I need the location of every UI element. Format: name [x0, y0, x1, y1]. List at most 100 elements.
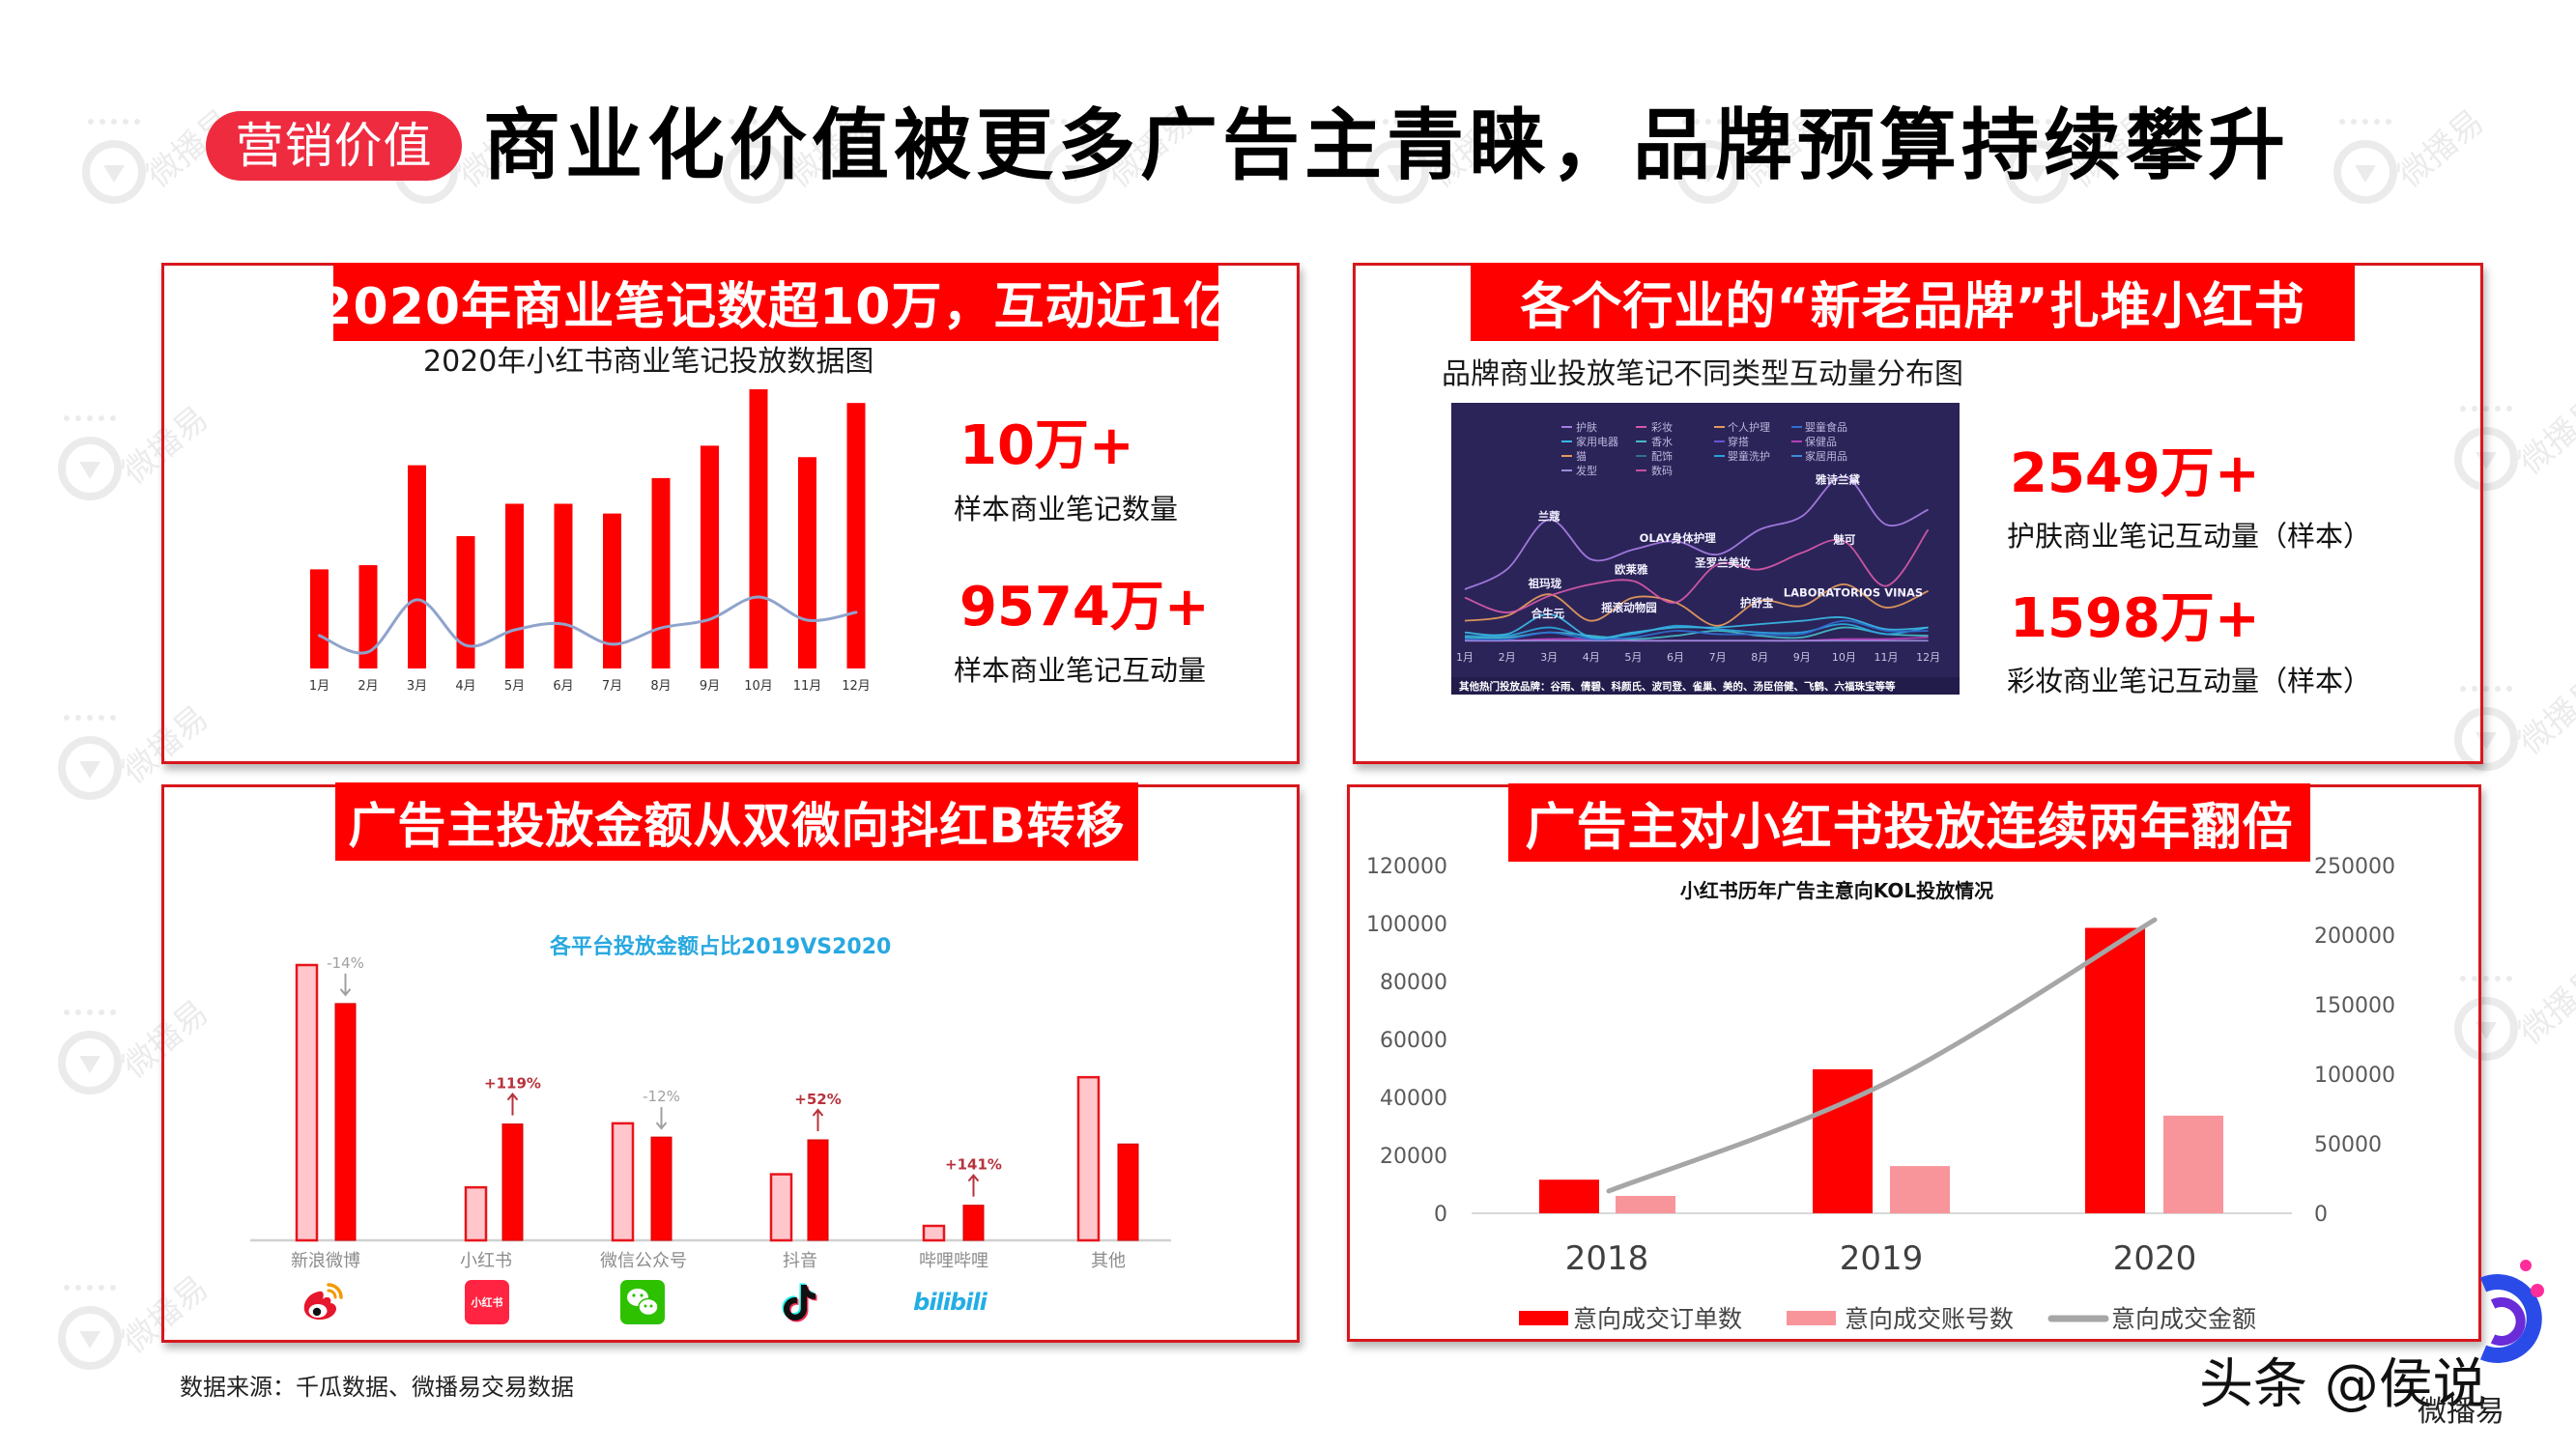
panel-kol-spend: 广告主对小红书投放连续两年翻倍 0 20000 40000 60000 80000 100…	[1347, 783, 2481, 1342]
bar-2019	[1076, 1075, 1101, 1242]
watermark-dots-icon	[2339, 119, 2391, 132]
bar-2020	[807, 1139, 829, 1241]
y-right-tick-label: 0	[2314, 1203, 2328, 1227]
y-left-tick-label: 80000	[1380, 971, 1447, 995]
chart-title: 2020年小红书商业笔记投放数据图	[423, 345, 874, 379]
brand-annotation: 雅诗兰黛	[1815, 473, 1860, 487]
douyin-icon	[782, 1283, 817, 1322]
stat-notes-count-label: 样本商业笔记数量	[954, 493, 1179, 526]
stat-makeup-value: 1598万+	[2010, 587, 2260, 650]
x-axis-label: 5月	[504, 679, 525, 694]
watermark-ring-icon	[58, 437, 122, 500]
bar-orders	[1813, 1068, 1873, 1213]
bar	[798, 457, 816, 668]
brand-annotation: 圣罗兰美妆	[1694, 556, 1751, 570]
stat-notes-interaction-label: 样本商业笔记互动量	[954, 654, 1207, 687]
watermark-dots-icon	[64, 1009, 116, 1023]
x-axis-label: 其他	[1091, 1251, 1126, 1271]
legend-label: 发型	[1576, 464, 1597, 477]
y-left-tick-label: 120000	[1366, 855, 1447, 879]
change-label: -12%	[643, 1088, 680, 1105]
bar-2020	[334, 1003, 357, 1241]
x-axis-label: 1月	[309, 679, 329, 694]
chart-title: 小红书历年广告主意向KOL投放情况	[1680, 879, 1993, 902]
bar-2019	[295, 963, 319, 1242]
watermark-dots-icon	[64, 415, 116, 429]
x-axis-label: 6月	[553, 679, 573, 694]
legend-label: 意向成交订单数	[1573, 1305, 1742, 1333]
bar-2020	[1117, 1143, 1139, 1241]
brand-annotation: 护舒宝	[1740, 596, 1774, 610]
series-line	[1464, 619, 1929, 640]
panel-banner: 各个行业的“新老品牌”扎堆小红书	[1471, 263, 2355, 341]
xiaohongshu-icon: 小红书	[465, 1280, 509, 1324]
bar-orders	[1539, 1179, 1599, 1213]
panel-banner: 广告主投放金额从双微向抖红B转移	[335, 782, 1138, 861]
legend-label: 意向成交账号数	[1845, 1305, 2014, 1333]
legend-label: 婴童食品	[1805, 420, 1847, 434]
bar-2019	[922, 1224, 946, 1242]
legend-label: 意向成交金额	[2111, 1305, 2256, 1333]
y-left-tick-label: 40000	[1380, 1087, 1447, 1111]
bar	[651, 477, 671, 668]
watermark-text: 微播易	[2511, 389, 2576, 483]
panel-platform-spend: 广告主投放金额从双微向抖红B转移 各平台投放金额占比2019VS2020 新浪微…	[161, 782, 1300, 1343]
x-axis-label: 4月	[455, 679, 475, 694]
bar	[456, 536, 475, 668]
bar	[408, 465, 426, 668]
x-axis-label: 2020	[2113, 1239, 2197, 1278]
bar-2020	[962, 1205, 985, 1241]
bar	[701, 445, 719, 668]
brand-annotation: LABORATORIOS VINAS	[1784, 585, 1923, 599]
bar	[846, 403, 866, 668]
chart-title: 品牌商业投放笔记不同类型互动量分布图	[1442, 357, 1963, 391]
x-axis-label: 3月	[1540, 651, 1558, 664]
bar	[749, 389, 768, 668]
wechat-icon	[620, 1280, 665, 1324]
stat-skincare-value: 2549万+	[2010, 442, 2260, 505]
kol-spend-combo-chart: 0 20000 40000 60000 80000 100000 120000 0 50000 1…	[1366, 855, 2395, 1333]
watermark-dots-icon	[64, 1285, 116, 1298]
section-tag: 营销价值	[206, 111, 462, 181]
bar-2019	[611, 1122, 635, 1242]
legend-label: 个人护理	[1728, 420, 1770, 434]
brand-annotation: 兰蔻	[1538, 510, 1560, 524]
watermark-dots-icon	[88, 119, 140, 132]
y-left-tick-label: 20000	[1380, 1145, 1447, 1169]
bar	[505, 503, 524, 668]
arrow-head-icon	[655, 1122, 668, 1130]
x-axis-label: 抖音	[783, 1251, 817, 1271]
x-axis-label: 7月	[1709, 651, 1727, 664]
x-axis-label: 4月	[1583, 651, 1600, 664]
brand-annotation: 摇滚动物园	[1601, 601, 1657, 614]
legend-label: 配饰	[1651, 449, 1673, 463]
x-axis-label: 哔哩哔哩	[919, 1251, 988, 1271]
monthly-notes-bar-chart: 1月 2月 3月 4月 5月 6月 7月 8月 9月 10月 11月 12月	[309, 389, 871, 694]
footnote-strip	[1451, 677, 1960, 695]
bar	[310, 569, 329, 668]
x-axis-label: 5月	[1624, 651, 1642, 664]
watermark-ring-icon	[58, 1306, 122, 1370]
legend-label: 穿搭	[1728, 435, 1749, 448]
y-right-tick-label: 150000	[2314, 994, 2395, 1018]
legend-label: 婴童洗护	[1728, 449, 1770, 463]
legend-label: 护肤	[1576, 420, 1597, 434]
author-watermark: 头条 @侯说	[2199, 1353, 2487, 1416]
brand-annotation: 祖玛珑	[1528, 577, 1562, 590]
change-label: -14%	[327, 954, 364, 972]
y-right-tick-label: 50000	[2314, 1133, 2382, 1157]
y-left-tick-label: 60000	[1380, 1029, 1447, 1053]
arrow-head-icon	[967, 1174, 980, 1182]
arrow-head-icon	[812, 1108, 824, 1117]
brand-annotation: 合生元	[1531, 607, 1565, 620]
panel-commercial-notes: 2020年商业笔记数超10万，互动近1亿 2020年小红书商业笔记投放数据图 1…	[161, 263, 1300, 764]
series-line	[1464, 612, 1929, 639]
x-axis-label: 1月	[1456, 651, 1474, 664]
brand-annotation: 魅可	[1833, 533, 1856, 547]
bar-orders	[2085, 927, 2145, 1213]
watermark-logo: 微播易	[2333, 90, 2507, 215]
trend-line	[318, 595, 858, 655]
change-label: +141%	[945, 1156, 1002, 1174]
bar-accounts	[2163, 1115, 2223, 1213]
stat-skincare-label: 护肤商业笔记互动量（样本）	[2007, 520, 2372, 553]
